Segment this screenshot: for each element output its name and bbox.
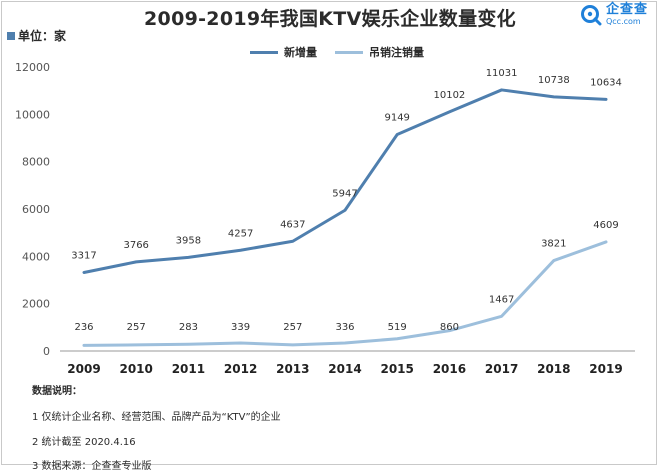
data-point-new	[604, 98, 608, 101]
legend-swatch-new	[250, 50, 278, 54]
legend-label-cancel: 吊销注销量	[369, 46, 424, 59]
x-tick-label: 2012	[224, 362, 257, 376]
data-label-cancel: 283	[179, 322, 198, 333]
legend: 新增量 吊销注销量	[250, 44, 424, 60]
data-label-cancel: 236	[74, 322, 93, 333]
data-point-new	[500, 88, 503, 92]
data-point-new	[291, 240, 294, 243]
note-item-2: 2 统计截至 2020.4.16	[32, 437, 136, 448]
logo-text-en: Qcc.com	[605, 17, 641, 26]
x-tick-label: 2016	[433, 362, 466, 376]
y-tick-label: 4000	[22, 250, 50, 263]
x-tick-label: 2010	[119, 362, 152, 376]
data-label-new: 10738	[538, 75, 570, 86]
data-point-new	[187, 256, 190, 259]
data-point-new	[552, 95, 555, 99]
data-point-cancel	[343, 341, 347, 345]
data-label-cancel: 3821	[541, 239, 566, 250]
legend-label-new: 新增量	[284, 46, 317, 59]
y-tick-label: 12000	[15, 61, 50, 74]
data-point-new	[343, 209, 347, 212]
data-label-cancel: 4609	[593, 220, 618, 231]
data-point-cancel	[135, 343, 138, 347]
unit-label: 单位：家	[7, 27, 66, 44]
x-tick-label: 2014	[328, 362, 361, 376]
data-label-new: 3958	[176, 235, 201, 246]
data-point-cancel	[448, 329, 451, 332]
data-point-cancel	[552, 259, 555, 262]
legend-swatch-cancel	[335, 50, 363, 54]
data-label-cancel: 257	[283, 322, 302, 333]
qcc-logo-icon	[580, 4, 602, 25]
x-tick-label: 2015	[380, 362, 413, 376]
data-label-cancel: 339	[231, 322, 250, 333]
data-label-new: 3317	[71, 250, 96, 261]
data-point-cancel	[604, 240, 608, 244]
chart-frame	[1, 1, 657, 465]
data-label-cancel: 336	[335, 322, 354, 333]
data-point-cancel	[500, 315, 503, 318]
x-tick-label: 2019	[589, 362, 622, 376]
data-point-cancel	[187, 343, 190, 346]
data-label-new: 5947	[332, 188, 357, 199]
x-tick-label: 2009	[67, 362, 100, 376]
x-tick-label: 2018	[537, 362, 570, 376]
y-tick-label: 0	[43, 345, 50, 358]
x-tick-label: 2017	[485, 362, 518, 376]
data-point-cancel	[239, 341, 242, 345]
legend-item-cancel: 吊销注销量	[335, 44, 424, 60]
x-tick-label: 2013	[276, 362, 309, 376]
notes-heading: 数据说明：	[32, 386, 82, 397]
data-label-new: 9149	[384, 112, 409, 123]
note-item-3: 3 数据来源：企查查专业版	[32, 461, 152, 472]
data-point-new	[448, 110, 451, 114]
x-tick-label: 2011	[172, 362, 205, 376]
series-line-new	[82, 88, 608, 274]
data-label-cancel: 257	[127, 322, 146, 333]
data-label-new: 10102	[433, 90, 465, 101]
unit-text: 单位：家	[18, 29, 67, 43]
chart-title: 2009-2019年我国KTV娱乐企业数量变化	[144, 8, 516, 30]
data-label-new: 11031	[486, 68, 518, 79]
data-label-new: 3766	[123, 240, 148, 251]
data-label-cancel: 860	[440, 322, 459, 333]
data-label-cancel: 519	[388, 322, 407, 333]
data-label-cancel: 1467	[489, 294, 514, 305]
legend-item-new: 新增量	[250, 44, 317, 60]
note-item-1: 1 仅统计企业名称、经营范围、品牌产品为“KTV”的企业	[32, 412, 281, 423]
data-point-new	[82, 271, 86, 274]
y-tick-label: 2000	[22, 298, 50, 311]
data-label-new: 4257	[228, 228, 253, 239]
y-tick-label: 8000	[22, 156, 50, 169]
data-label-new: 4637	[280, 219, 305, 230]
unit-marker	[7, 31, 15, 40]
y-tick-label: 10000	[15, 108, 50, 121]
data-point-new	[239, 249, 242, 252]
data-point-new	[135, 260, 138, 264]
data-point-cancel	[396, 337, 399, 340]
data-point-cancel	[82, 344, 86, 347]
data-point-cancel	[291, 343, 294, 347]
logo-text-cn: 企查查	[605, 2, 648, 17]
y-tick-label: 6000	[22, 203, 50, 216]
logo: 企查查 Qcc.com	[580, 3, 648, 26]
data-label-new: 10634	[590, 77, 622, 88]
data-point-new	[396, 133, 399, 136]
